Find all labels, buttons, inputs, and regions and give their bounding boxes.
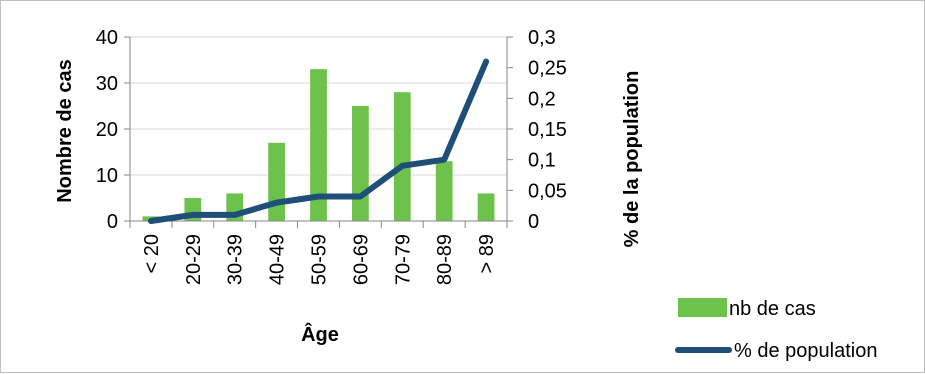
x-tick-label: 70-79 xyxy=(392,234,414,285)
y2-tick-label: 0,05 xyxy=(528,180,567,202)
bar xyxy=(268,143,285,221)
y-tick-labels-right: 0 0,05 0,1 0,15 0,2 0,25 0,3 xyxy=(528,27,567,233)
y-tick-label: 0 xyxy=(107,211,118,233)
x-tick-label: 30-39 xyxy=(225,234,247,285)
y2-tick-label: 0,25 xyxy=(528,58,567,80)
y-tick-labels-left: 0 10 20 30 40 xyxy=(96,27,118,233)
y2-tick-label: 0,2 xyxy=(528,88,556,110)
bar xyxy=(394,92,411,221)
x-tick-label: 40-49 xyxy=(267,234,289,285)
y2-axis-title: % de la population xyxy=(621,71,643,248)
y-tick-label: 10 xyxy=(96,165,118,187)
y-axis-title: Nombre de cas xyxy=(54,59,76,202)
bar xyxy=(352,106,369,221)
y2-tick-label: 0 xyxy=(528,211,539,233)
legend-swatch-bars xyxy=(678,298,727,317)
y2-tick-label: 0,15 xyxy=(528,119,567,141)
x-axis-title: Âge xyxy=(301,322,339,346)
y-tick-label: 20 xyxy=(96,119,118,141)
x-tick-label: 20-29 xyxy=(183,234,205,285)
bar xyxy=(436,161,453,221)
x-tick-label: 60-69 xyxy=(350,234,372,285)
x-tick-label: 50-59 xyxy=(309,234,331,285)
bar xyxy=(478,193,495,221)
y-tick-label: 40 xyxy=(96,27,118,49)
x-tick-label: < 20 xyxy=(141,234,163,273)
legend-label-bars: nb de cas xyxy=(729,298,816,320)
y2-tick-label: 0,1 xyxy=(528,150,556,172)
y-tick-label: 30 xyxy=(96,73,118,95)
legend: nb de cas % de population xyxy=(678,298,877,362)
x-tick-label: > 89 xyxy=(476,234,498,273)
x-tick-labels: < 20 20-29 30-39 40-49 50-59 60-69 70-79 80-89 >… xyxy=(141,234,498,285)
y2-tick-label: 0,3 xyxy=(528,27,556,49)
x-tick-label: 80-89 xyxy=(434,234,456,285)
legend-label-line: % de population xyxy=(734,340,877,362)
